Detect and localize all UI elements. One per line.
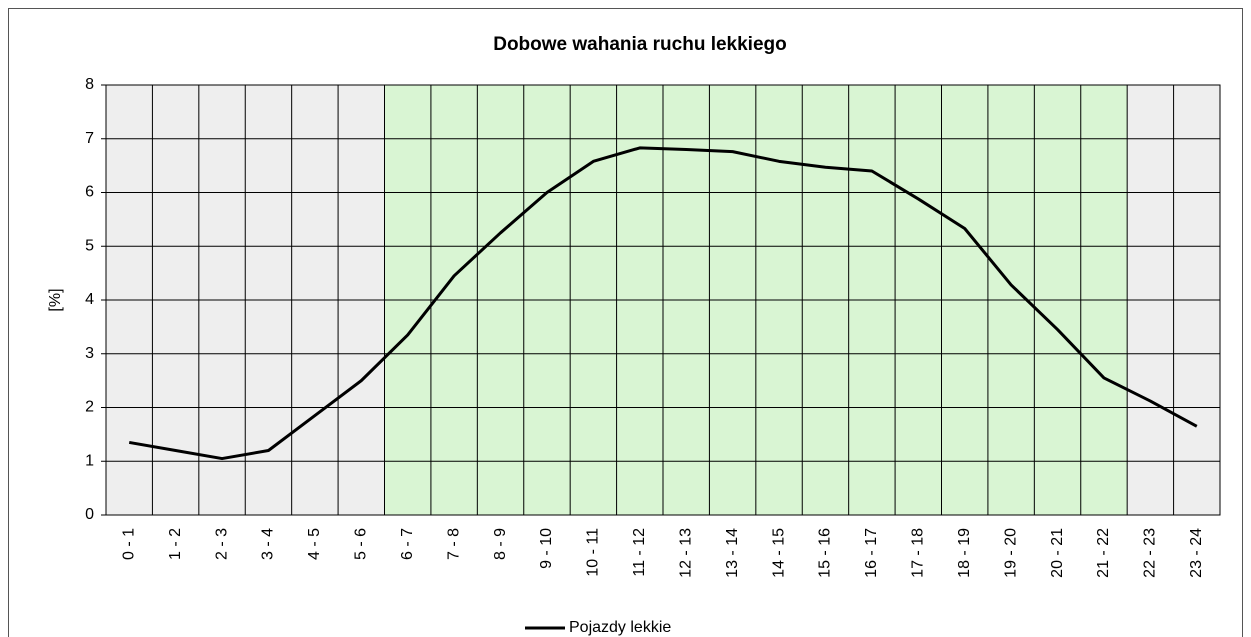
y-tick-label: 3 bbox=[85, 345, 94, 362]
x-tick-label: 17 - 18 bbox=[910, 528, 927, 578]
x-tick-label: 19 - 20 bbox=[1002, 528, 1019, 578]
x-tick-label: 16 - 17 bbox=[863, 528, 880, 578]
x-tick-label: 21 - 22 bbox=[1095, 528, 1112, 578]
x-tick-label: 3 - 4 bbox=[260, 528, 277, 560]
y-tick-label: 0 bbox=[85, 506, 94, 523]
x-tick-label: 18 - 19 bbox=[956, 528, 973, 578]
chart-title: Dobowe wahania ruchu lekkiego bbox=[493, 34, 787, 55]
data-line bbox=[128, 146, 1198, 461]
x-tick-label: 8 - 9 bbox=[492, 528, 509, 560]
x-tick-label: 10 - 11 bbox=[585, 528, 602, 577]
y-tick-label: 8 bbox=[85, 76, 94, 93]
legend-label: Pojazdy lekkie bbox=[569, 619, 671, 636]
x-tick-label: 4 - 5 bbox=[306, 528, 323, 560]
x-tick-label: 6 - 7 bbox=[399, 528, 416, 560]
x-tick-label: 14 - 15 bbox=[770, 528, 787, 578]
x-tick-label: 5 - 6 bbox=[353, 528, 370, 560]
x-tick-label: 23 - 24 bbox=[1188, 528, 1205, 578]
x-tick-label: 7 - 8 bbox=[445, 528, 462, 560]
x-tick-label: 12 - 13 bbox=[677, 528, 694, 578]
x-tick-label: 15 - 16 bbox=[817, 528, 834, 578]
y-tick-label: 6 bbox=[85, 184, 94, 201]
y-tick-label: 7 bbox=[85, 130, 94, 147]
x-tick-label: 13 - 14 bbox=[724, 528, 741, 578]
y-tick-label: 1 bbox=[85, 452, 94, 469]
x-tick-label: 1 - 2 bbox=[167, 528, 184, 560]
plot-border bbox=[105, 84, 1221, 516]
x-tick-label: 2 - 3 bbox=[213, 528, 230, 560]
y-axis-label: [%] bbox=[47, 288, 64, 311]
x-tick-label: 11 - 12 bbox=[631, 528, 648, 577]
x-tick-label: 9 - 10 bbox=[538, 528, 555, 569]
y-tick-label: 4 bbox=[85, 291, 94, 308]
x-tick-label: 0 - 1 bbox=[120, 528, 137, 560]
x-tick-label: 22 - 23 bbox=[1142, 528, 1159, 578]
y-tick-label: 2 bbox=[85, 399, 94, 416]
y-tick-label: 5 bbox=[85, 237, 94, 254]
x-tick-label: 20 - 21 bbox=[1049, 528, 1066, 578]
